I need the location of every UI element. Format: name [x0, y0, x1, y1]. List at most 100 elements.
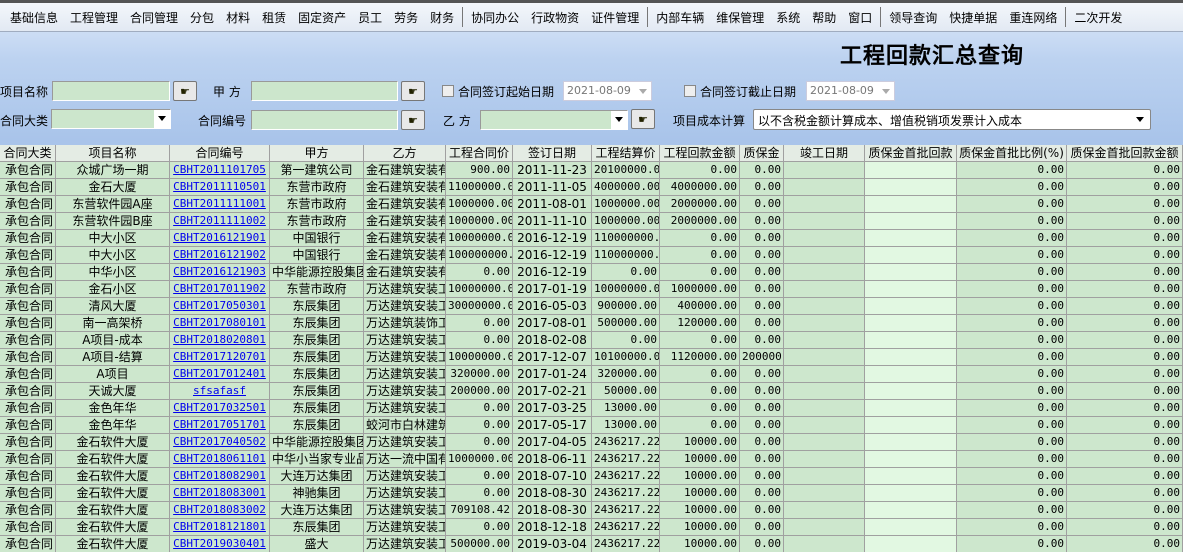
column-header-warranty[interactable]: 质保金: [740, 145, 784, 161]
menu-item[interactable]: 证件管理: [591, 10, 640, 25]
menu-item[interactable]: 固定资产: [298, 10, 347, 25]
table-row[interactable]: 承包合同金石软件大厦CBHT2018061101中华小当家专业品万达一流中国有限…: [0, 451, 1183, 468]
table-row[interactable]: 承包合同A项目-成本CBHT2018020801东辰集团万达建筑安装工程0.00…: [0, 332, 1183, 349]
menu-item[interactable]: 分包: [190, 10, 215, 25]
menu-item[interactable]: 工程管理: [70, 10, 119, 25]
table-row[interactable]: 承包合同金石软件大厦CBHT2018083002大连万达集团万达建筑安装工程70…: [0, 502, 1183, 519]
menu-item[interactable]: 快捷单据: [949, 10, 998, 25]
contract-type-select[interactable]: [51, 109, 171, 129]
table-row[interactable]: 承包合同清风大厦CBHT2017050301东辰集团万达建筑安装工程300000…: [0, 298, 1183, 315]
menu-item[interactable]: 协同办公: [471, 10, 520, 25]
cell-contract-no[interactable]: CBHT2018061101: [170, 451, 270, 467]
cell-contract-no[interactable]: CBHT2018121801: [170, 519, 270, 535]
menu-item[interactable]: 行政物资: [531, 10, 580, 25]
cell-contract-no[interactable]: CBHT2018083002: [170, 502, 270, 518]
cell-contract-no[interactable]: sfsafasf: [170, 383, 270, 399]
column-header-party-a[interactable]: 甲方: [270, 145, 364, 161]
cell-contract-no[interactable]: CBHT2017050301: [170, 298, 270, 314]
cell-contract-no[interactable]: CBHT2011111002: [170, 213, 270, 229]
start-date-picker[interactable]: 2021-08-09: [563, 81, 652, 101]
cell-contract-no[interactable]: CBHT2016121902: [170, 247, 270, 263]
table-row[interactable]: 承包合同南一高架桥CBHT2017080101东辰集团万达建筑装饰工程0.002…: [0, 315, 1183, 332]
party-a-lookup-button[interactable]: ☛: [401, 81, 425, 101]
cell-contract-no[interactable]: CBHT2017040502: [170, 434, 270, 450]
menu-item[interactable]: 窗口: [848, 10, 873, 25]
menu-item[interactable]: 租赁: [262, 10, 287, 25]
project-name-lookup-button[interactable]: ☛: [173, 81, 197, 101]
cell-contract-no[interactable]: CBHT2018083001: [170, 485, 270, 501]
contract-no-lookup-button[interactable]: ☛: [401, 110, 425, 130]
menu-item[interactable]: 材料: [226, 10, 251, 25]
column-header-contract-no[interactable]: 合同编号: [170, 145, 270, 161]
menu-item[interactable]: 重连网络: [1009, 10, 1058, 25]
cell-contract-no[interactable]: CBHT2017120701: [170, 349, 270, 365]
menu-item[interactable]: 员工: [358, 10, 383, 25]
column-header-completion-date[interactable]: 竣工日期: [784, 145, 865, 161]
menu-item[interactable]: 内部车辆: [656, 10, 705, 25]
cell-contract-no[interactable]: CBHT2011110501: [170, 179, 270, 195]
table-row[interactable]: 承包合同金石大厦CBHT2011110501东营市政府金石建筑安装有限公司110…: [0, 179, 1183, 196]
cell-contract-no[interactable]: CBHT2011101705: [170, 162, 270, 178]
table-row[interactable]: 承包合同中大小区CBHT2016121901中国银行金石建筑安装有限公司1000…: [0, 230, 1183, 247]
table-row[interactable]: 承包合同A项目CBHT2017012401东辰集团万达建筑安装工程320000.…: [0, 366, 1183, 383]
column-header-sign-date[interactable]: 签订日期: [513, 145, 592, 161]
cell-warranty: 0.00: [740, 247, 784, 263]
table-row[interactable]: 承包合同东营软件园B座CBHT2011111002东营市政府金石建筑安装有限公司…: [0, 213, 1183, 230]
end-date-picker[interactable]: 2021-08-09: [806, 81, 895, 101]
party-b-lookup-button[interactable]: ☛: [631, 109, 655, 129]
menu-separator: [647, 7, 649, 27]
party-a-input[interactable]: [251, 81, 398, 101]
menu-item[interactable]: 合同管理: [130, 10, 179, 25]
column-header-party-b[interactable]: 乙方: [364, 145, 446, 161]
table-row[interactable]: 承包合同中华小区CBHT2016121903中华能源控股集团金石建筑安装有限公司…: [0, 264, 1183, 281]
column-header-warranty-first-payment[interactable]: 质保金首批回款: [865, 145, 957, 161]
menu-item[interactable]: 维保管理: [716, 10, 765, 25]
table-row[interactable]: 承包合同东营软件园A座CBHT2011111001东营市政府金石建筑安装有限公司…: [0, 196, 1183, 213]
column-header-contract-type[interactable]: 合同大类: [0, 145, 56, 161]
cell-contract-no[interactable]: CBHT2017051701: [170, 417, 270, 433]
column-header-warranty-first-amount[interactable]: 质保金首批回款金额: [1067, 145, 1183, 161]
cell-contract-no[interactable]: CBHT2017011902: [170, 281, 270, 297]
menu-item[interactable]: 帮助: [812, 10, 837, 25]
table-row[interactable]: 承包合同金石软件大厦CBHT2019030401盛大万达建筑安装工程500000…: [0, 536, 1183, 552]
table-row[interactable]: 承包合同金石软件大厦CBHT2018082901大连万达集团万达建筑安装工程0.…: [0, 468, 1183, 485]
cell-contract-no[interactable]: CBHT2018082901: [170, 468, 270, 484]
table-row[interactable]: 承包合同众城广场一期CBHT2011101705第一建筑公司金石建筑安装有限公司…: [0, 162, 1183, 179]
column-header-settlement-price[interactable]: 工程结算价: [592, 145, 660, 161]
contract-no-input[interactable]: [251, 110, 398, 130]
cell-contract-no[interactable]: CBHT2017032501: [170, 400, 270, 416]
end-date-checkbox[interactable]: [684, 85, 696, 97]
cell-contract-no[interactable]: CBHT2018020801: [170, 332, 270, 348]
column-header-contract-price[interactable]: 工程合同价: [446, 145, 513, 161]
cell-contract-no[interactable]: CBHT2011111001: [170, 196, 270, 212]
menu-item[interactable]: 财务: [430, 10, 455, 25]
table-row[interactable]: 承包合同金石软件大厦CBHT2018121801东辰集团万达建筑安装工程0.00…: [0, 519, 1183, 536]
cell-contract-no[interactable]: CBHT2016121903: [170, 264, 270, 280]
cell-contract-no[interactable]: CBHT2017080101: [170, 315, 270, 331]
table-row[interactable]: 承包合同 金色年华 CBHT2017051701 东辰集团 蛟河市白林建筑 0.00 201…: [0, 417, 1183, 434]
menu-item[interactable]: 二次开发: [1074, 10, 1123, 25]
cost-calc-select[interactable]: 以不含税金额计算成本、增值税销项发票计入成本: [753, 109, 1151, 130]
menu-item[interactable]: 领导查询: [889, 10, 938, 25]
project-name-input[interactable]: [52, 81, 170, 101]
party-b-select[interactable]: [480, 110, 628, 130]
column-header-warranty-first-ratio[interactable]: 质保金首批比例(%): [957, 145, 1067, 161]
table-row[interactable]: 承包合同金石小区CBHT2017011902东营市政府万达建筑安装工程10000…: [0, 281, 1183, 298]
start-date-checkbox[interactable]: [442, 85, 454, 97]
cell-warranty-first-ratio: 0.00: [957, 400, 1067, 416]
menu-item[interactable]: 基础信息: [10, 10, 59, 25]
table-row[interactable]: 承包合同金石软件大厦CBHT2018083001神驰集团万达建筑安装工程0.00…: [0, 485, 1183, 502]
table-row[interactable]: 承包合同中大小区CBHT2016121902中国银行金石建筑安装有限公司1000…: [0, 247, 1183, 264]
column-header-payment-amount[interactable]: 工程回款金额: [660, 145, 740, 161]
cell-contract-no[interactable]: CBHT2017012401: [170, 366, 270, 382]
cell-contract-no[interactable]: CBHT2016121901: [170, 230, 270, 246]
column-header-project-name[interactable]: 项目名称: [56, 145, 170, 161]
table-row[interactable]: 承包合同金色年华CBHT2017032501东辰集团万达建筑安装工程0.0020…: [0, 400, 1183, 417]
cell-project-name: 金色年华: [56, 400, 170, 416]
cell-contract-no[interactable]: CBHT2019030401: [170, 536, 270, 552]
table-row[interactable]: 承包合同天诚大厦sfsafasf东辰集团万达建筑安装工程200000.00201…: [0, 383, 1183, 400]
menu-item[interactable]: 劳务: [394, 10, 419, 25]
menu-item[interactable]: 系统: [776, 10, 801, 25]
table-row[interactable]: 承包合同A项目-结算CBHT2017120701东辰集团万达建筑安装工程1000…: [0, 349, 1183, 366]
table-row[interactable]: 承包合同金石软件大厦CBHT2017040502中华能源控股集团万达建筑安装工程…: [0, 434, 1183, 451]
